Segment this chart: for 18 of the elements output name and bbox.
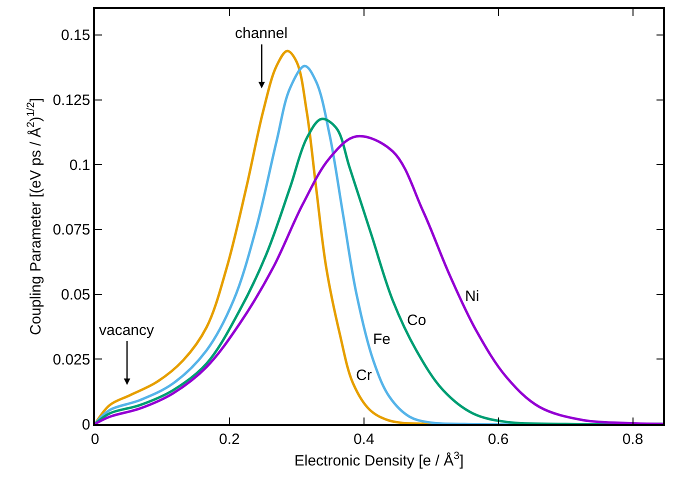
x-tick-label: 0.4 — [353, 430, 374, 448]
y-tick-label: 0 — [82, 416, 90, 434]
series-label: Co — [407, 312, 426, 329]
x-tick-label: 0.6 — [488, 430, 509, 448]
y-tick-label: 0.125 — [52, 92, 90, 110]
annotation: channel — [235, 25, 288, 42]
x-axis-title: Electronic Density [e / Å$^{3}$] — [294, 450, 464, 470]
y-tick-label: 0.05 — [61, 286, 90, 304]
y-tick-label: 0.025 — [52, 351, 90, 368]
series-label: Fe — [373, 331, 391, 348]
series-label: Ni — [465, 288, 480, 305]
y-tick-label: 0.15 — [61, 27, 90, 44]
x-tick-label: 0.8 — [622, 430, 644, 448]
x-tick-label: 0.2 — [219, 430, 240, 448]
y-tick-label: 0.1 — [69, 156, 90, 174]
annotation: vacancy — [99, 322, 155, 339]
series-label: Cr — [356, 367, 372, 384]
y-tick-label: 0.075 — [52, 222, 90, 239]
